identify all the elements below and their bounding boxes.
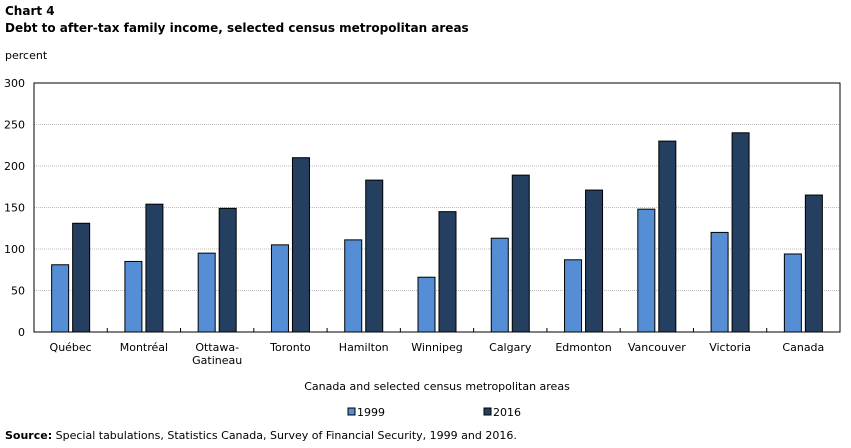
plot-frame <box>33 82 841 333</box>
bar-1999 <box>270 244 289 333</box>
bar-1999 <box>51 264 70 333</box>
legend-label: 1999 <box>357 406 385 419</box>
bar-1999 <box>344 239 363 333</box>
bar-1999 <box>197 252 216 333</box>
x-tick-label: Ottawa- <box>195 341 239 354</box>
bar-2016 <box>731 132 750 333</box>
bar-1999 <box>490 237 509 333</box>
legend-label: 2016 <box>493 406 521 419</box>
y-axis-label: percent <box>5 49 48 62</box>
bar-1999 <box>637 208 656 333</box>
bar-1999 <box>783 253 802 333</box>
y-tick-label: 250 <box>4 119 25 132</box>
source-label: Source: <box>5 429 53 442</box>
chart-label: Chart 4 <box>5 4 55 18</box>
x-tick-label: Hamilton <box>339 341 389 354</box>
x-tick-label: Canada <box>782 341 824 354</box>
y-tick-label: 50 <box>11 285 25 298</box>
x-tick-label: Montréal <box>120 341 168 354</box>
chart-title: Debt to after-tax family income, selecte… <box>5 21 469 35</box>
bar-2016 <box>72 222 91 333</box>
x-tick-label: Québec <box>50 341 92 354</box>
x-tick-label: Calgary <box>489 341 532 354</box>
bar-2016 <box>511 174 530 333</box>
bar-2016 <box>438 211 457 333</box>
x-tick-label: Edmonton <box>555 341 611 354</box>
bar-2016 <box>585 189 604 333</box>
bar-1999 <box>564 259 583 333</box>
x-tick-label: Victoria <box>709 341 751 354</box>
bar-2016 <box>218 207 237 333</box>
y-tick-label: 200 <box>4 160 25 173</box>
y-tick-label: 300 <box>4 77 25 90</box>
x-tick-label: Vancouver <box>628 341 686 354</box>
bar-2016 <box>658 140 677 333</box>
bar-1999 <box>417 276 436 333</box>
y-tick-label: 0 <box>18 326 25 339</box>
bar-1999 <box>710 231 729 333</box>
bar-2016 <box>145 203 164 333</box>
y-tick-label: 100 <box>4 243 25 256</box>
legend-swatch-1999 <box>347 407 356 416</box>
source-note: Source: Special tabulations, Statistics … <box>5 429 517 442</box>
y-tick-label: 150 <box>4 202 25 215</box>
bar-2016 <box>291 157 310 333</box>
x-axis-label: Canada and selected census metropolitan … <box>304 380 570 393</box>
x-tick-label: Winnipeg <box>411 341 462 354</box>
bar-2016 <box>804 194 823 333</box>
source-text: Special tabulations, Statistics Canada, … <box>52 429 517 442</box>
bar-2016 <box>365 179 384 333</box>
bar-1999 <box>124 260 143 333</box>
legend-swatch-2016 <box>483 407 492 416</box>
x-tick-label: Toronto <box>269 341 311 354</box>
x-tick-label: Gatineau <box>192 354 242 367</box>
